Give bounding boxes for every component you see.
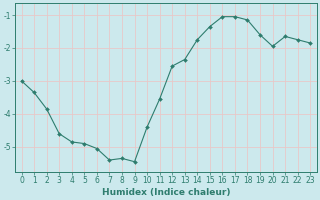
- X-axis label: Humidex (Indice chaleur): Humidex (Indice chaleur): [102, 188, 230, 197]
